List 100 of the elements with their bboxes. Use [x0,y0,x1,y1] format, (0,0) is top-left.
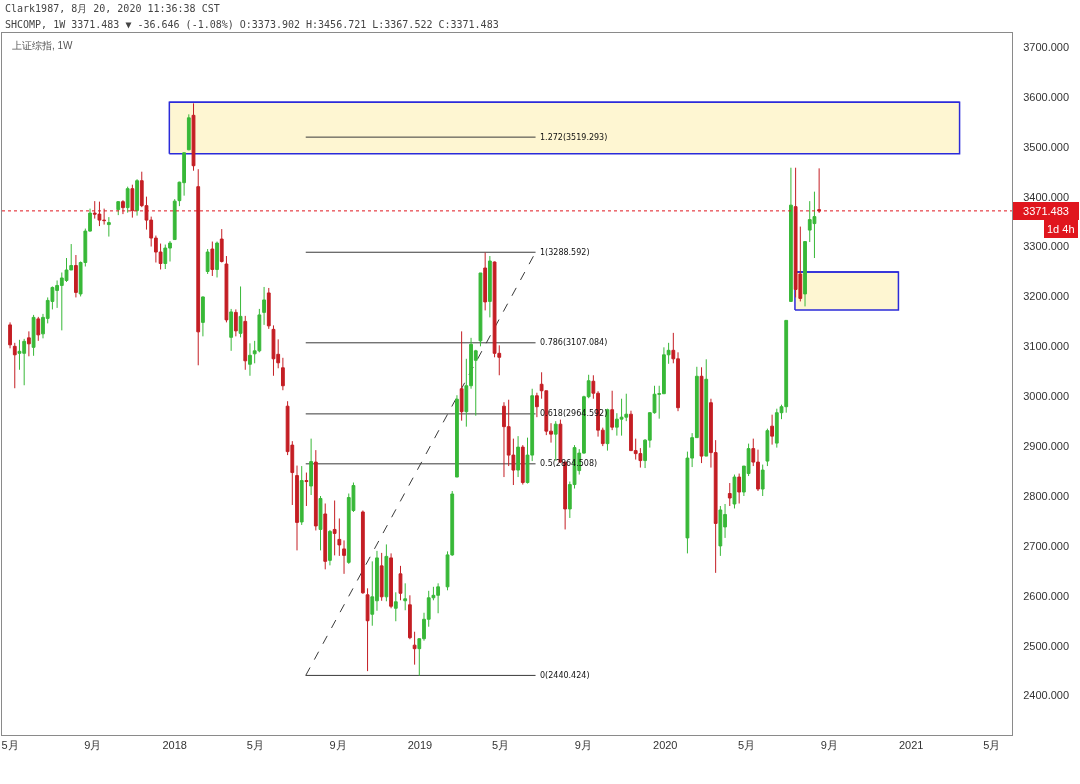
candlestick [121,199,125,215]
y-tick-label: 3000.000 [1023,390,1070,403]
series-label: 1(3288.592) [540,248,590,257]
candlestick [412,631,417,666]
candlestick [196,168,201,366]
x-tick-label: 2021 [898,739,924,752]
candlestick [224,255,229,323]
candlestick [318,495,323,551]
text: 1d 4h [1047,223,1075,235]
ref-line-label: 3371.483 [1023,205,1069,217]
candlestick [732,474,737,509]
y-tick-label: 3100.000 [1023,340,1070,353]
candlestick [737,473,742,504]
candlestick [116,200,121,216]
candlestick [393,591,398,622]
candlestick [619,398,624,437]
y-tick-label: 2900.000 [1023,439,1070,452]
candlestick [699,366,704,464]
candlestick [299,465,304,526]
candlestick [803,240,807,307]
chart-subtitle: SHCOMP, 1W 3371.483 ▼ -36.646 (-1.08%) O:3373.902 H:3456.721 L:3367.522 C:3371.483 [5,19,499,30]
candlestick [248,342,252,377]
chart-title: Clark1987, 8月 20, 2020 11:36:38 CST [5,3,220,14]
candlestick [337,517,342,557]
candlestick [332,500,337,556]
candlestick [365,587,370,672]
candlestick [398,565,403,601]
candlestick [812,191,817,259]
candlestick [323,502,328,570]
x-tick-label: 2019 [407,739,433,752]
candlestick [455,394,459,478]
annotation: 上证综指, 1W [12,40,74,51]
candlestick [704,358,709,457]
candlestick [535,392,539,418]
candlestick [765,428,770,467]
y-tick-label: 2800.000 [1023,489,1070,502]
candlestick [459,330,464,422]
candlestick [97,201,102,227]
candlestick [130,184,135,219]
y-tick-label: 2600.000 [1023,589,1070,602]
candlestick [266,287,271,330]
candlestick [191,102,196,172]
candlestick [262,286,266,326]
candlestick [516,435,520,478]
x-tick-label: 9月 [820,739,838,752]
candlestick [789,167,793,302]
x-tick-label: 9月 [329,739,347,752]
series-label: 1.272(3519.293) [540,133,608,142]
candlestick [760,464,765,497]
candlestick [31,314,36,357]
candlestick [295,465,299,551]
candlestick [26,330,31,357]
candlestick [210,241,215,277]
x-tick-label: 5月 [492,739,510,752]
candlestick [219,228,224,264]
x-tick-label: 2020 [653,739,678,752]
y-tick-label: 3200.000 [1023,290,1070,303]
y-tick-label: 3400.000 [1023,190,1070,203]
x-tick-label: 5月 [983,739,1001,752]
candlestick [12,342,17,389]
candlestick [36,316,41,342]
y-tick-label: 3700.000 [1023,40,1070,53]
candlestick [718,505,723,557]
candlestick [243,315,248,371]
candlestick [487,255,492,318]
candlestick [125,186,130,214]
candlestick [215,241,219,278]
x-tick-label: 5月 [246,739,264,752]
candlestick [793,167,798,298]
candlestick [135,178,139,217]
candlestick [106,216,111,238]
series-label: 0(2440.424) [540,671,590,680]
candlestick [229,308,234,352]
series-label: 0.786(3107.084) [540,338,608,347]
y-tick-label: 2700.000 [1023,539,1070,552]
candlestick [186,113,191,151]
candlestick [304,472,309,507]
y-tick-label: 2400.000 [1023,689,1070,702]
candlestick [727,482,732,507]
candlestick [610,390,615,431]
candlestick [389,552,393,609]
candlestick [8,321,12,349]
candlestick [817,167,822,214]
candlestick [360,509,365,595]
candlestick [238,285,243,338]
x-tick-label: 2018 [162,739,187,752]
x-tick-label: 5月 [1,739,19,752]
candlestick [384,543,389,602]
candlestick [163,244,168,270]
candlestick [309,438,314,496]
candlestick [74,254,78,298]
y-tick-label: 2500.000 [1023,639,1070,652]
x-tick-label: 5月 [738,739,756,752]
candlestick [379,552,384,602]
x-tick-label: 9月 [574,739,592,752]
candlestick [271,324,276,377]
candlestick [408,594,412,640]
candlestick [520,444,525,486]
candlestick [478,272,483,347]
candlestick [483,252,488,311]
